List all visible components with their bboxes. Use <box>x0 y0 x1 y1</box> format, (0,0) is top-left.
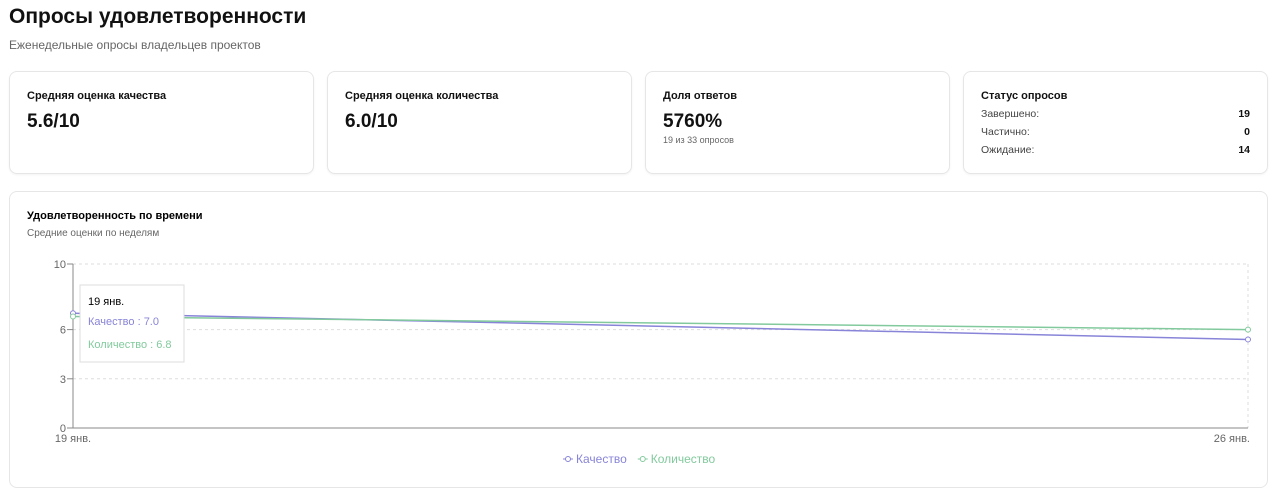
page-subtitle: Еженедельные опросы владельцев проектов <box>9 38 261 52</box>
tooltip-sep: : <box>135 316 144 328</box>
status-name: Ожидание: <box>981 144 1035 156</box>
card: Средняя оценка количества 6.0/10 <box>327 71 632 174</box>
status-card: Статус опросов Завершено: 19 Частично: 0 Ожид… <box>963 71 1268 174</box>
legend-label: Качество <box>576 452 627 466</box>
point <box>1245 336 1251 343</box>
chart-card <box>9 191 1268 488</box>
tooltip-name: Количество <box>88 339 147 351</box>
tooltip-name: Качество <box>88 316 135 328</box>
card-value: 6.0/10 <box>345 111 398 132</box>
x-tick-label: 26 янв. <box>1214 433 1250 445</box>
tooltip-box <box>79 284 185 363</box>
legend-icon <box>639 456 646 462</box>
y-tick-label: 3 <box>60 374 66 386</box>
y-tick-label: 0 <box>60 423 66 435</box>
page-title: Опросы удовлетворенности <box>9 5 307 28</box>
card-value: 5760% <box>663 111 723 132</box>
tooltip: 19 янв. Качество : 7.0 Количество : 6.8 <box>79 284 185 363</box>
card-label: Статус опросов <box>981 90 1068 102</box>
legend-label: Количество <box>651 452 716 466</box>
tooltip-item: Количество : 6.8 <box>88 339 172 351</box>
status-row: Частично: 0 <box>981 126 1250 138</box>
legend-icon <box>565 456 571 462</box>
card-label: Средняя оценка количества <box>345 90 499 102</box>
x-tick-label: 19 янв. <box>55 433 91 445</box>
tooltip-title: 19 янв. <box>88 296 124 308</box>
tooltip-item: Качество : 7.0 <box>88 316 159 328</box>
status-row: Ожидание: 14 <box>981 144 1250 156</box>
tooltip-value: 6.8 <box>156 339 171 351</box>
card: Средняя оценка качества 5.6/10 <box>9 71 314 174</box>
card-value: 5.6/10 <box>27 111 80 132</box>
card-label: Средняя оценка качества <box>27 90 167 102</box>
card: Доля ответов 5760% 19 из 33 опросов <box>645 71 950 174</box>
status-count: 14 <box>1238 144 1250 156</box>
legend: Качество Количество <box>563 452 716 466</box>
status-count: 0 <box>1244 126 1250 138</box>
status-name: Частично: <box>981 126 1030 138</box>
chart-subtitle: Средние оценки по неделям <box>27 228 159 239</box>
tooltip-value: 7.0 <box>144 316 159 328</box>
card-note: 19 из 33 опросов <box>663 135 734 145</box>
status-name: Завершено: <box>981 108 1040 120</box>
y-tick-label: 6 <box>60 325 66 337</box>
tooltip-sep: : <box>147 339 156 351</box>
card-label: Доля ответов <box>663 90 738 102</box>
status-row: Завершено: 19 <box>981 108 1250 120</box>
status-count: 19 <box>1238 108 1250 120</box>
line <box>72 315 1249 331</box>
line <box>72 312 1249 341</box>
status-rows: Завершено: 19 Частично: 0 Ожидание: 14 <box>981 108 1250 156</box>
point <box>70 313 76 320</box>
y-tick-label: 10 <box>54 259 66 271</box>
chart-title: Удовлетворенность по времени <box>27 210 203 222</box>
point <box>1245 326 1251 333</box>
